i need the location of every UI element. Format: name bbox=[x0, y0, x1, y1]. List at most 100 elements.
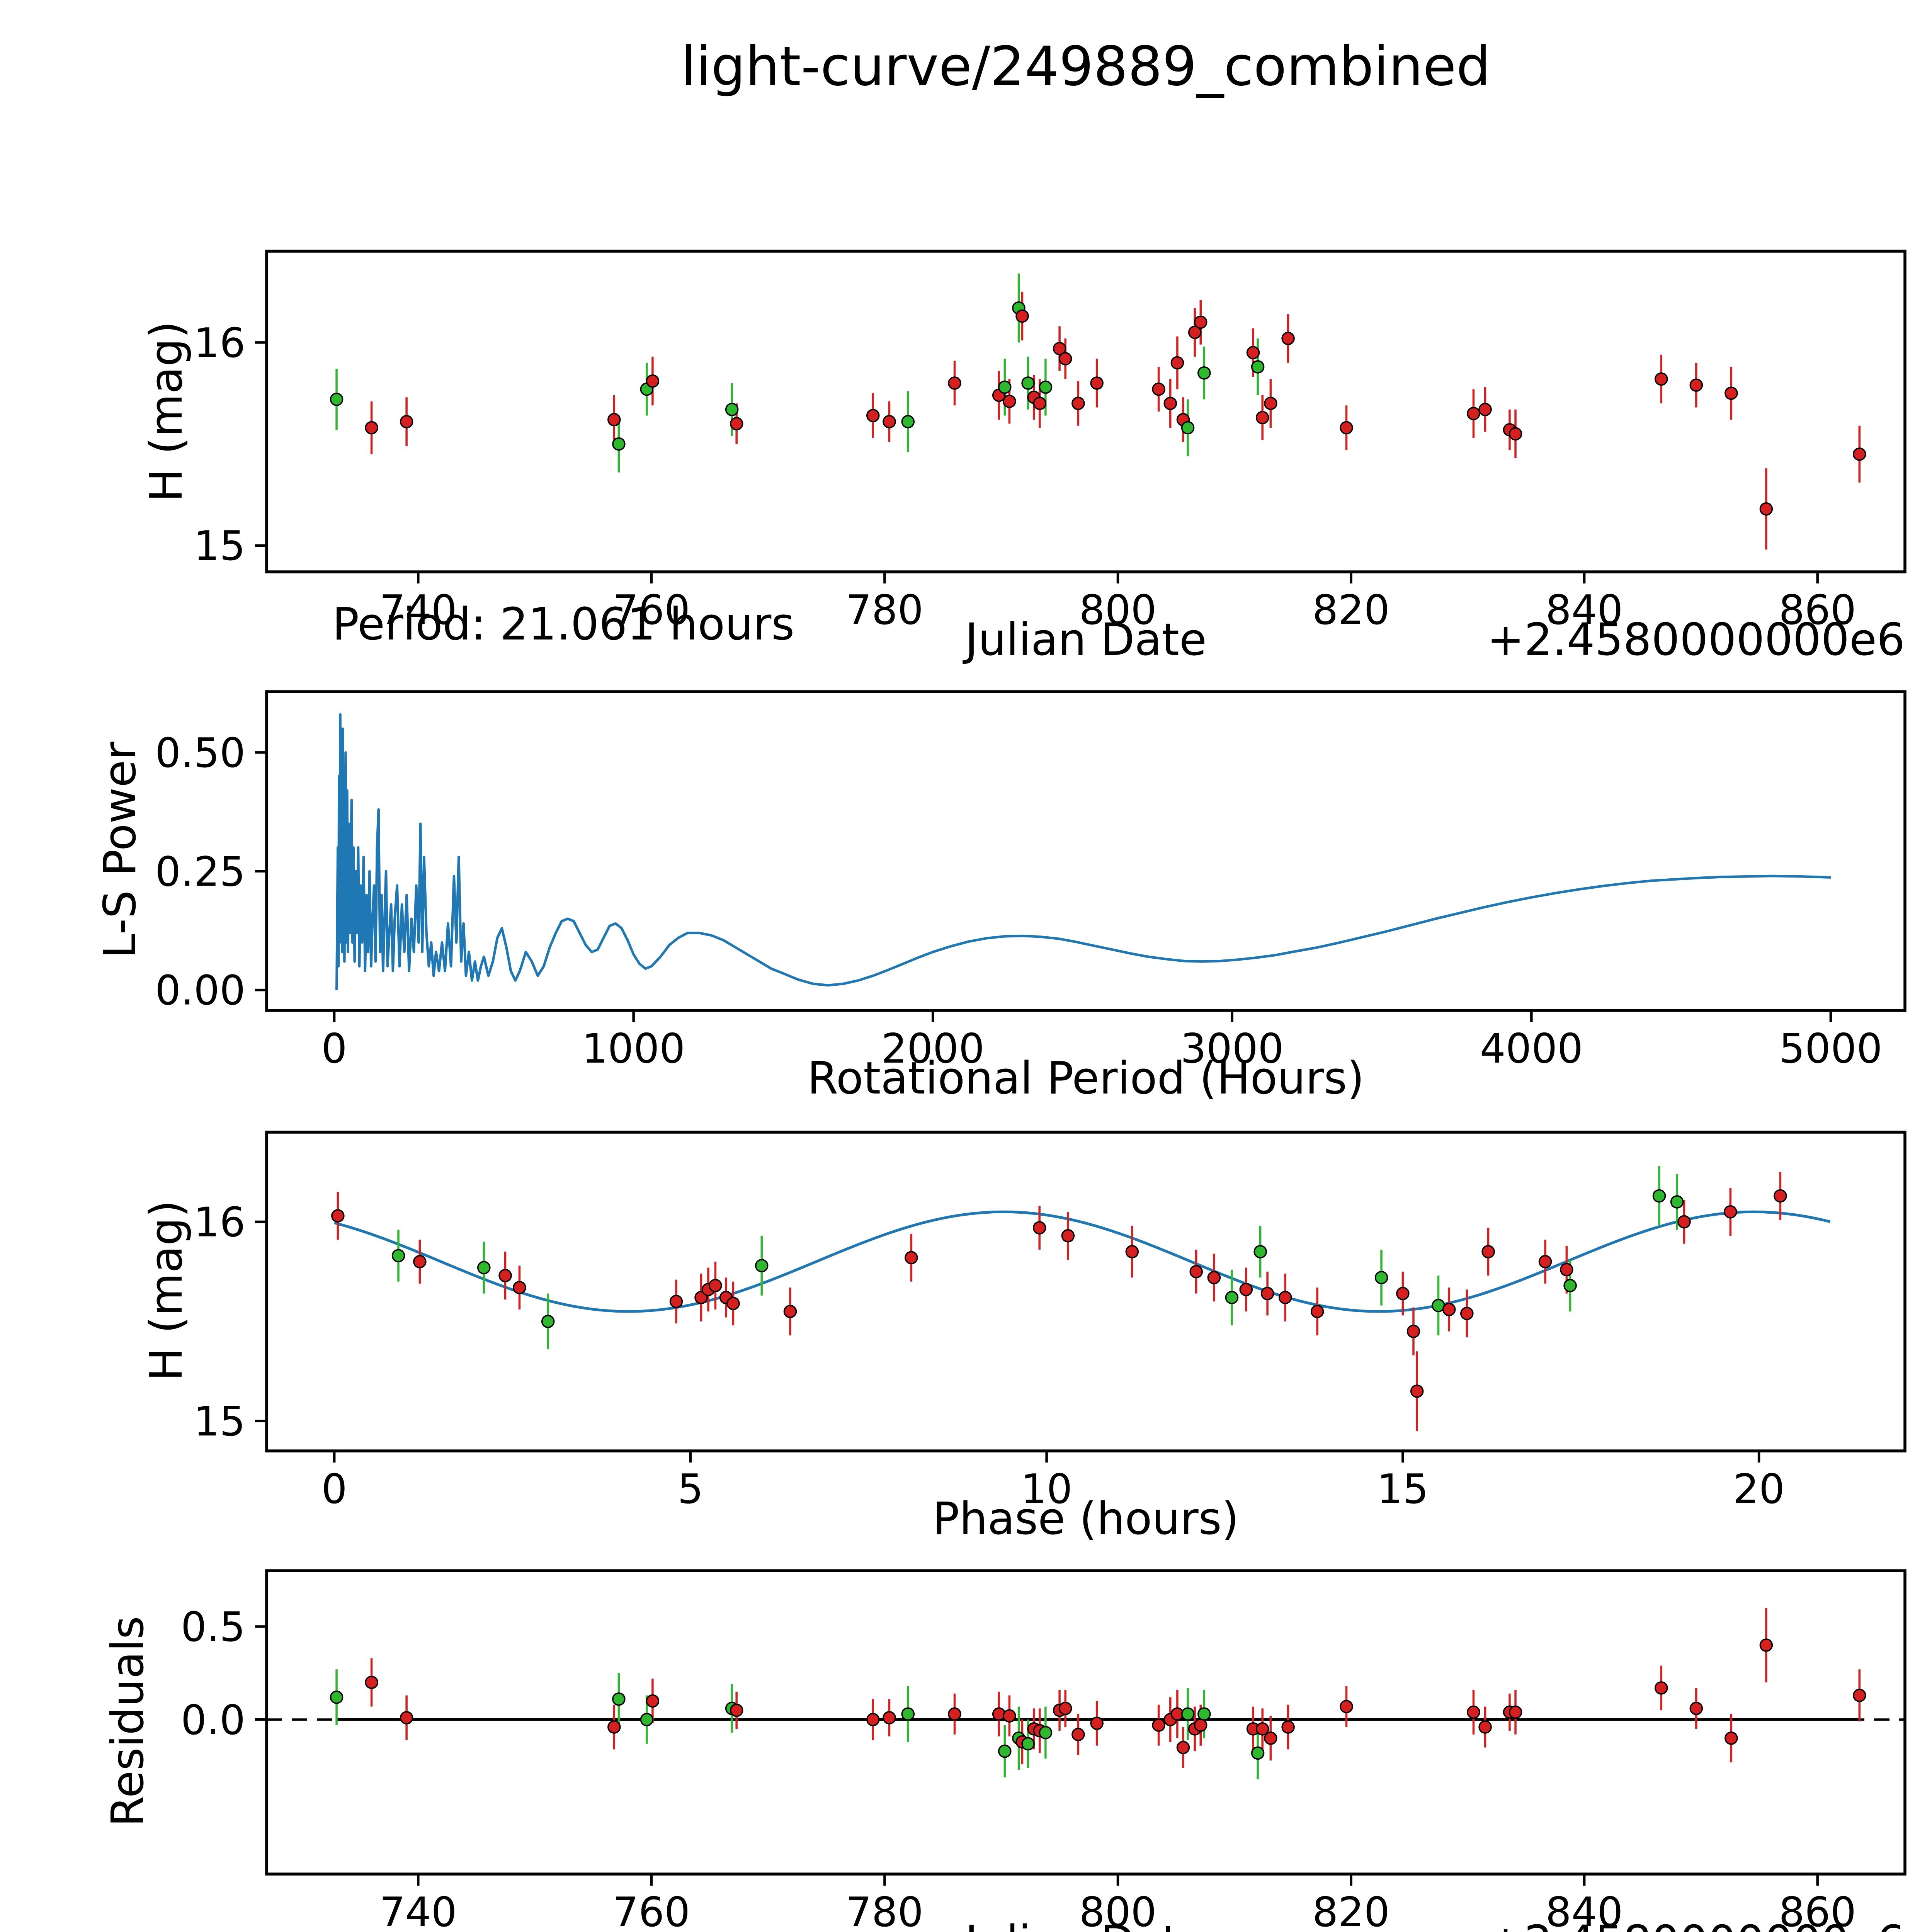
chart-layers: 740 760 780 800 820 840 860 15 16 0 1000 2000 3000 40… bbox=[155, 250, 1906, 1932]
axis-spine bbox=[265, 690, 1906, 1012]
data-point bbox=[1251, 360, 1265, 374]
data-point bbox=[1481, 1245, 1495, 1259]
x-tick-label: 5000 bbox=[1779, 1025, 1882, 1072]
data-point bbox=[413, 1255, 427, 1269]
periodogram-ylabel: L-S Power bbox=[94, 742, 146, 959]
data-point bbox=[1058, 1702, 1072, 1715]
markers-layer bbox=[331, 1189, 1787, 1398]
x-tick-label: 860 bbox=[1779, 587, 1856, 634]
data-point bbox=[1188, 325, 1202, 339]
data-point bbox=[1759, 502, 1773, 516]
x-tick-label: 3000 bbox=[1180, 1025, 1284, 1072]
data-point bbox=[1509, 427, 1522, 441]
data-point bbox=[1281, 332, 1295, 345]
x-tick-label: 740 bbox=[379, 1889, 457, 1932]
data-point bbox=[1264, 396, 1277, 410]
data-point bbox=[948, 376, 961, 390]
data-point bbox=[726, 1297, 740, 1310]
data-point bbox=[730, 417, 743, 430]
period-annotation: Period: 21.061 hours bbox=[332, 599, 794, 650]
data-point bbox=[1253, 1245, 1267, 1259]
data-point bbox=[1281, 1720, 1295, 1734]
data-point bbox=[477, 1261, 491, 1274]
lightcurve-offset-label: +2.4580000000e6 bbox=[1487, 614, 1905, 666]
data-point bbox=[901, 1707, 915, 1721]
x-tick-label: 780 bbox=[846, 587, 923, 634]
data-point bbox=[607, 413, 621, 427]
data-point bbox=[783, 1304, 797, 1318]
residuals-xlabel: Julian Date bbox=[963, 1916, 1206, 1932]
panel-periodogram: 0 1000 2000 3000 4000 5000 0.00 0.25 0.50 bbox=[155, 690, 1906, 1072]
x-tick-label: 740 bbox=[379, 587, 457, 634]
data-point bbox=[1039, 1726, 1053, 1740]
lightcurve-ylabel: H (mag) bbox=[141, 321, 192, 502]
data-point bbox=[1670, 1195, 1684, 1209]
x-tick-label: 840 bbox=[1546, 587, 1623, 634]
data-point bbox=[1176, 1741, 1190, 1754]
data-point bbox=[1125, 1245, 1139, 1259]
data-point bbox=[1090, 376, 1104, 390]
data-point bbox=[1197, 366, 1211, 380]
x-tick-label: 10 bbox=[1021, 1466, 1073, 1513]
data-point bbox=[1396, 1287, 1410, 1300]
data-point bbox=[513, 1281, 526, 1294]
y-tick-label: 15 bbox=[194, 522, 245, 570]
data-point bbox=[1442, 1303, 1456, 1316]
data-point bbox=[1061, 1229, 1075, 1243]
x-tick-label: 760 bbox=[613, 587, 690, 634]
data-point bbox=[1032, 1221, 1046, 1235]
ticks-layer: 0 1000 2000 3000 4000 5000 0.00 0.25 0.50 bbox=[155, 730, 1882, 1072]
data-point bbox=[1071, 396, 1085, 410]
x-tick-label: 1000 bbox=[582, 1025, 685, 1072]
data-point bbox=[1251, 1746, 1265, 1760]
data-point bbox=[612, 1692, 626, 1706]
axis-spine bbox=[265, 250, 1906, 573]
x-tick-label: 840 bbox=[1546, 1889, 1623, 1932]
data-point bbox=[1246, 346, 1260, 359]
y-tick-label: 0.25 bbox=[155, 848, 245, 895]
data-point bbox=[1021, 376, 1035, 390]
panel-phase: 0 5 10 15 20 15 16 bbox=[194, 1131, 1906, 1513]
data-point bbox=[1538, 1255, 1552, 1269]
data-point bbox=[725, 403, 739, 416]
markers-layer bbox=[330, 301, 1866, 516]
data-point bbox=[1021, 1737, 1035, 1751]
data-point bbox=[1194, 315, 1208, 329]
data-point bbox=[1677, 1215, 1691, 1229]
data-point bbox=[330, 393, 344, 406]
axis-spine bbox=[265, 1131, 1906, 1452]
data-point bbox=[1239, 1283, 1253, 1296]
data-point bbox=[1724, 1205, 1737, 1219]
data-point bbox=[1225, 1291, 1239, 1304]
panel-lightcurve: 740 760 780 800 820 840 860 15 16 bbox=[194, 250, 1906, 634]
data-point bbox=[1181, 421, 1195, 435]
data-point bbox=[1467, 407, 1480, 420]
periodogram-curve bbox=[335, 713, 1831, 990]
data-point bbox=[1410, 1384, 1424, 1398]
data-point bbox=[1015, 309, 1029, 323]
data-point bbox=[1264, 1731, 1277, 1745]
data-point bbox=[612, 437, 626, 451]
data-point bbox=[400, 1711, 413, 1725]
data-point bbox=[883, 415, 896, 429]
data-point bbox=[1374, 1271, 1388, 1284]
data-point bbox=[541, 1315, 555, 1328]
data-point bbox=[1853, 447, 1866, 461]
data-point bbox=[1406, 1325, 1420, 1338]
data-point bbox=[1560, 1263, 1573, 1277]
data-point bbox=[669, 1295, 683, 1308]
data-point bbox=[1053, 342, 1066, 355]
data-point bbox=[1655, 1681, 1668, 1695]
fit-curve bbox=[334, 1210, 1831, 1313]
data-point bbox=[1003, 1709, 1016, 1723]
data-point bbox=[1071, 1728, 1085, 1742]
phase-xlabel: Phase (hours) bbox=[933, 1493, 1239, 1545]
y-tick-label: 0.0 bbox=[181, 1697, 245, 1744]
x-tick-label: 2000 bbox=[881, 1025, 985, 1072]
data-point bbox=[1340, 1700, 1353, 1713]
data-point bbox=[948, 1707, 961, 1721]
y-tick-label: 15 bbox=[194, 1398, 245, 1445]
markers-layer bbox=[330, 1638, 1866, 1760]
